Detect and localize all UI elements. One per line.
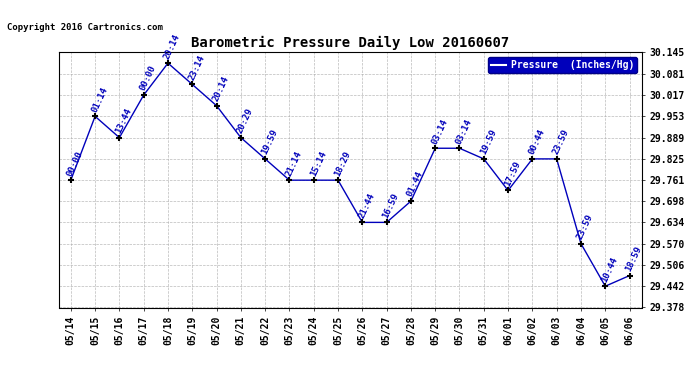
Text: 23:59: 23:59 <box>551 128 571 156</box>
Text: 16:59: 16:59 <box>382 192 401 220</box>
Text: 13:44: 13:44 <box>114 106 134 135</box>
Text: 20:14: 20:14 <box>211 75 230 103</box>
Text: 21:44: 21:44 <box>357 192 377 220</box>
Text: 20:29: 20:29 <box>235 106 255 135</box>
Text: 00:00: 00:00 <box>66 149 85 177</box>
Text: 00:44: 00:44 <box>527 128 546 156</box>
Text: 19:59: 19:59 <box>259 128 279 156</box>
Legend: Pressure  (Inches/Hg): Pressure (Inches/Hg) <box>489 57 637 73</box>
Text: 01:44: 01:44 <box>406 170 425 198</box>
Text: 15:14: 15:14 <box>308 149 328 177</box>
Text: 19:59: 19:59 <box>478 128 498 156</box>
Text: 03:14: 03:14 <box>430 117 449 146</box>
Text: 00:00: 00:00 <box>138 64 158 92</box>
Text: 23:14: 23:14 <box>187 54 206 82</box>
Text: 03:14: 03:14 <box>454 117 473 146</box>
Text: 10:44: 10:44 <box>600 255 620 284</box>
Text: 18:59: 18:59 <box>624 244 644 273</box>
Text: 21:14: 21:14 <box>284 149 304 177</box>
Title: Barometric Pressure Daily Low 20160607: Barometric Pressure Daily Low 20160607 <box>191 36 509 50</box>
Text: 18:29: 18:29 <box>333 149 352 177</box>
Text: Copyright 2016 Cartronics.com: Copyright 2016 Cartronics.com <box>7 23 163 32</box>
Text: 17:59: 17:59 <box>503 159 522 188</box>
Text: 01:14: 01:14 <box>90 86 109 114</box>
Text: 20:14: 20:14 <box>163 32 182 60</box>
Text: 23:59: 23:59 <box>575 213 595 241</box>
